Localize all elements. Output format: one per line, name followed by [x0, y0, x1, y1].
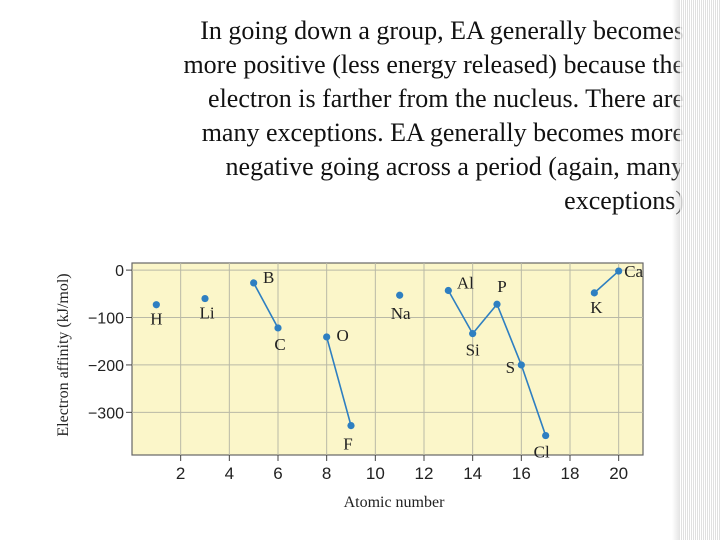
- point-label-h: H: [150, 310, 162, 329]
- x-tick-label: 8: [322, 464, 331, 483]
- axes: 2 4 6 8 10 12 14 16 18 20 0 −100 −200 −300: [88, 263, 628, 483]
- y-tick-label: 0: [115, 263, 124, 280]
- point-label-al: Al: [457, 273, 474, 292]
- point-label-s: S: [506, 358, 515, 377]
- x-tick-label: 16: [512, 464, 531, 483]
- slide-body-text: In going down a group, EA generally beco…: [40, 14, 684, 218]
- text-line: exceptions): [564, 186, 684, 215]
- point-label-si: Si: [466, 341, 480, 360]
- series-segment: [593, 270, 620, 294]
- data-series: [152, 267, 623, 440]
- data-point-f: [347, 422, 355, 430]
- point-label-ca: Ca: [624, 262, 643, 281]
- series-segment: [447, 290, 474, 335]
- data-point-p: [493, 300, 501, 308]
- point-labels: H Li B C O F Na Al Si P S Cl K Ca: [150, 262, 643, 462]
- x-tick-label: 12: [415, 464, 434, 483]
- data-point-h: [152, 301, 160, 309]
- point-label-li: Li: [199, 304, 214, 323]
- x-tick-label: 20: [609, 464, 628, 483]
- data-point-o: [323, 333, 331, 341]
- x-tick-label: 4: [225, 464, 234, 483]
- x-tick-label: 10: [366, 464, 385, 483]
- series-segment: [520, 364, 547, 436]
- grid: [132, 263, 643, 455]
- data-point-k: [590, 289, 598, 297]
- text-line: electron is farther from the nucleus. Th…: [208, 84, 684, 113]
- series-segment: [472, 303, 498, 335]
- x-tick-label: 14: [463, 464, 482, 483]
- text-line: many exceptions. EA generally becomes mo…: [201, 118, 684, 147]
- point-label-k: K: [590, 298, 603, 317]
- data-point-s: [517, 361, 525, 369]
- y-tick-label: −100: [88, 311, 124, 328]
- series-segment: [496, 303, 523, 366]
- page-edge-decoration: [680, 0, 720, 540]
- data-point-si: [469, 330, 477, 338]
- plot-area: [131, 262, 644, 456]
- x-tick-label: 6: [273, 464, 282, 483]
- x-axis-title: Atomic number: [344, 494, 446, 511]
- x-tick-label: 18: [561, 464, 580, 483]
- point-label-cl: Cl: [534, 443, 550, 462]
- data-point-li: [201, 294, 209, 303]
- data-point-al: [444, 286, 452, 295]
- data-point-c: [274, 324, 282, 332]
- series-segment: [325, 336, 352, 426]
- y-tick-label: −300: [88, 405, 124, 422]
- data-point-ca: [615, 267, 623, 275]
- text-line: more positive (less energy released) bec…: [183, 50, 684, 79]
- y-tick-label: −200: [88, 358, 124, 375]
- y-axis-title: Electron affinity (kJ/mol): [55, 273, 72, 436]
- x-tick-label: 2: [176, 464, 185, 483]
- point-label-p: P: [497, 277, 506, 296]
- point-label-b: B: [263, 268, 274, 287]
- point-label-f: F: [343, 435, 352, 454]
- series-segment: [252, 282, 279, 329]
- text-line: In going down a group, EA generally beco…: [200, 16, 684, 45]
- text-line: negative going across a period (again, m…: [225, 152, 684, 181]
- page-edge-shadow: [672, 0, 680, 540]
- data-point-na: [396, 291, 404, 299]
- data-point-b: [250, 279, 258, 287]
- point-label-c: C: [274, 335, 285, 354]
- data-point-cl: [542, 431, 550, 440]
- point-label-na: Na: [391, 304, 411, 323]
- point-label-o: O: [337, 326, 349, 345]
